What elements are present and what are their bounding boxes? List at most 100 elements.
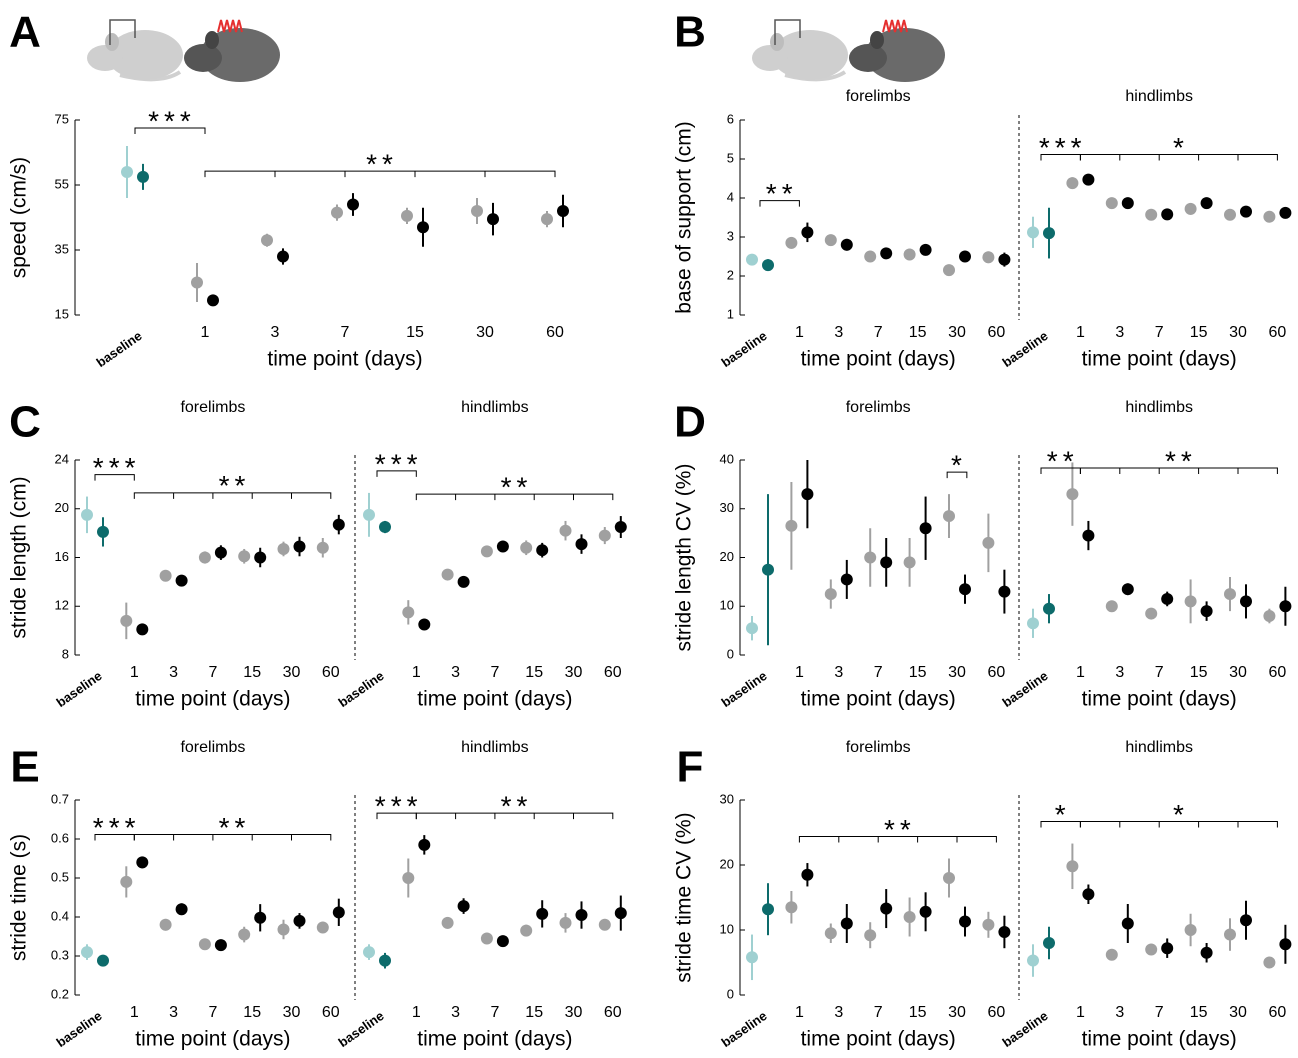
y-tick-label: 5 [727, 150, 734, 165]
panel-letter: B [674, 8, 706, 57]
data-point [441, 916, 454, 929]
data-point [536, 907, 549, 920]
significance-bracket [798, 836, 997, 843]
data-point [121, 166, 133, 178]
data-point [293, 914, 306, 927]
x-tick-label: baseline [53, 668, 104, 710]
body [200, 28, 280, 82]
data-point [120, 614, 133, 627]
data-point [1161, 208, 1174, 221]
significance-bracket [415, 812, 614, 820]
data-point [1105, 197, 1118, 210]
data-point [457, 575, 470, 588]
data-point [598, 529, 611, 542]
data-point [1082, 529, 1095, 542]
data-point [959, 250, 971, 263]
data-point [598, 918, 611, 931]
y-axis-label: stride time CV (%) [673, 812, 696, 982]
x-tick-label: 7 [341, 324, 350, 341]
data-point [175, 574, 188, 587]
significance-bracket [759, 200, 800, 207]
x-axis-label: time point (days) [267, 348, 422, 371]
y-axis-label: speed (cm/s) [8, 157, 31, 278]
data-point [487, 213, 499, 226]
data-point [959, 583, 971, 596]
data-point [1279, 206, 1292, 219]
data-point [1184, 924, 1197, 936]
y-tick-label: 0 [727, 986, 734, 1001]
data-point [1240, 595, 1252, 608]
x-tick-label: 3 [834, 324, 843, 341]
significance-label: ** [766, 178, 798, 209]
x-tick-label: 60 [604, 664, 622, 681]
y-tick-label: 20 [55, 500, 69, 515]
data-point [614, 521, 627, 534]
x-tick-label: 60 [604, 1004, 622, 1021]
x-tick-label: baseline [718, 328, 769, 370]
x-tick-label: 3 [451, 1004, 460, 1021]
y-tick-label: 30 [720, 791, 734, 806]
data-point [943, 872, 955, 884]
y-tick-label: 0.4 [51, 908, 69, 923]
x-tick-label: 3 [1115, 664, 1124, 681]
x-tick-label: 15 [525, 664, 543, 681]
data-point [81, 508, 93, 521]
data-point [1121, 917, 1134, 930]
significance-label: ** [366, 149, 398, 180]
data-point [379, 954, 391, 967]
x-tick-label: 30 [565, 664, 583, 681]
x-tick-label: 7 [208, 1004, 217, 1021]
x-tick-label: 7 [874, 324, 883, 341]
data-point [1263, 610, 1276, 622]
x-axis-label: time point (days) [417, 1028, 572, 1051]
y-tick-label: 16 [55, 549, 69, 564]
x-tick-label: 3 [1115, 1004, 1124, 1021]
y-tick-label: 0.2 [51, 986, 69, 1001]
data-point [277, 542, 290, 555]
data-point [363, 508, 375, 521]
x-tick-label: 60 [322, 1004, 340, 1021]
data-point [1161, 942, 1174, 955]
data-point [762, 563, 774, 576]
x-tick-label: 60 [1269, 1004, 1287, 1021]
x-tick-label: 30 [565, 1004, 583, 1021]
y-tick-label: 0.6 [51, 830, 69, 845]
data-point [347, 198, 359, 211]
data-point [1043, 227, 1055, 240]
x-tick-label: 15 [1190, 664, 1208, 681]
data-point [785, 901, 798, 914]
data-point [331, 206, 343, 219]
data-point [1224, 208, 1236, 221]
x-tick-label: 15 [406, 324, 424, 341]
data-point [1279, 600, 1292, 613]
x-tick-label: 1 [130, 1004, 139, 1021]
data-point [175, 903, 188, 916]
x-tick-label: baseline [999, 1008, 1050, 1050]
x-tick-label: 15 [909, 664, 927, 681]
data-point [332, 518, 345, 531]
data-point [982, 251, 995, 264]
x-tick-label: 15 [1190, 324, 1208, 341]
data-point [959, 915, 971, 928]
data-point [998, 253, 1011, 266]
data-point [1105, 948, 1118, 961]
data-point [801, 488, 814, 501]
significance-label: ** [1047, 445, 1079, 476]
data-point [1027, 617, 1039, 630]
y-tick-label: 3 [727, 228, 734, 243]
data-point [402, 606, 415, 619]
data-point [402, 872, 415, 884]
data-point [998, 585, 1011, 598]
x-tick-label: 7 [1155, 1004, 1164, 1021]
data-point [746, 622, 758, 635]
significance-bracket [946, 471, 968, 479]
data-point [1027, 954, 1039, 967]
x-tick-label: 7 [490, 1004, 499, 1021]
x-tick-label: 30 [283, 664, 301, 681]
data-point [1066, 488, 1079, 501]
x-tick-label: 30 [1229, 1004, 1247, 1021]
x-tick-label: 30 [283, 1004, 301, 1021]
x-tick-label: baseline [718, 668, 769, 710]
data-point [480, 545, 493, 558]
data-point [801, 868, 814, 881]
